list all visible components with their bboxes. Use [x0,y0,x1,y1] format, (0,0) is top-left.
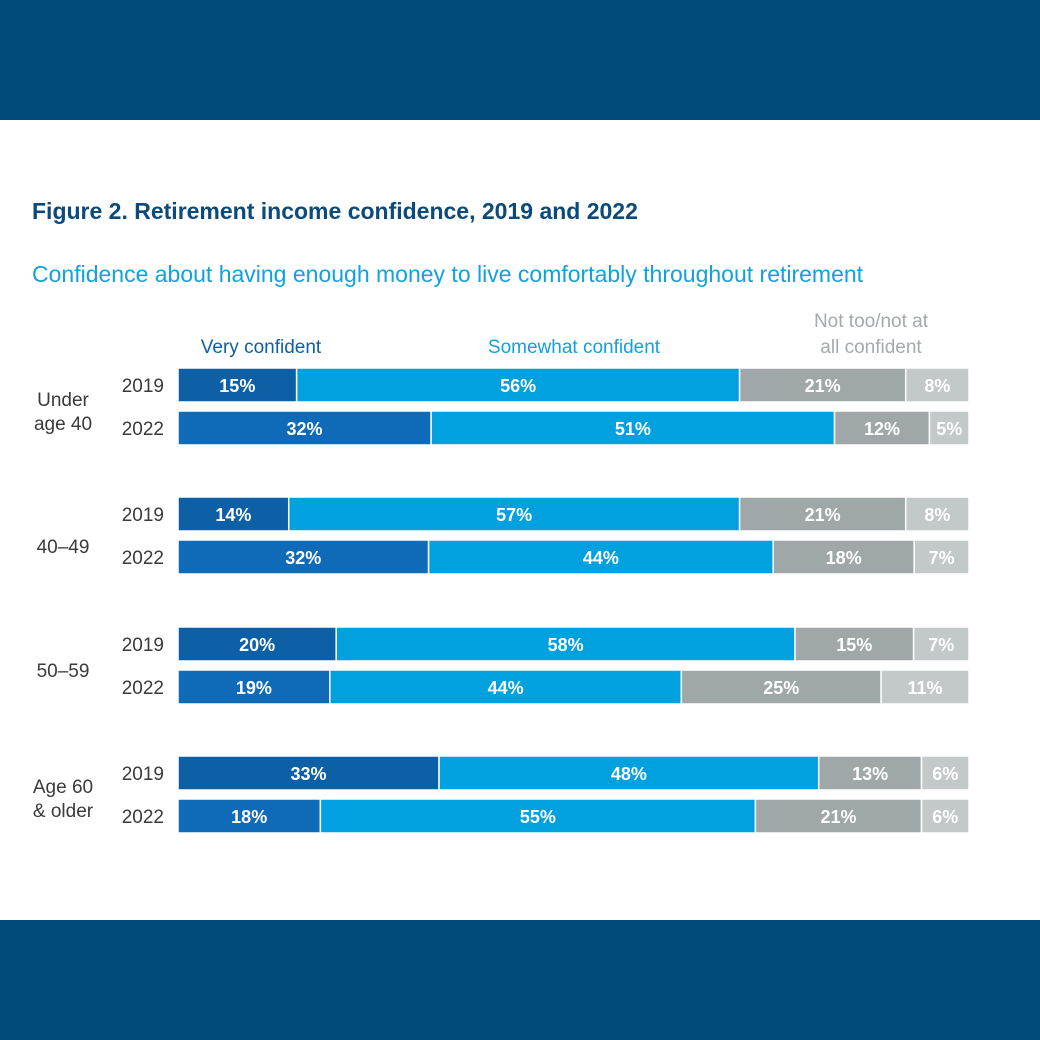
legend-somewhat-label: Somewhat confident [488,337,661,358]
data-label: 7% [929,548,955,568]
data-label: 13% [852,764,888,784]
bar-segment-very [177,410,432,446]
data-label: 8% [924,505,950,525]
bar-segment-not_too [738,496,907,532]
group-label: age 40 [34,414,92,435]
year-label: 2022 [122,419,164,440]
year-label: 2022 [122,807,164,828]
legend-very-label: Very confident [201,337,322,358]
data-label: 18% [231,807,267,827]
data-label: 18% [826,548,862,568]
group-label: 50–59 [37,661,90,682]
group-label: Age 60 [33,777,93,798]
data-label: 19% [236,678,272,698]
year-label: 2022 [122,548,164,569]
data-label: 32% [287,419,323,439]
data-label: 14% [215,505,251,525]
data-label: 15% [219,376,255,396]
group-label: 40–49 [37,537,90,558]
group-label: & older [33,801,94,822]
data-label: 48% [611,764,647,784]
bar-segment-not_too [772,539,915,575]
year-label: 2019 [122,635,164,656]
data-label: 7% [928,635,954,655]
data-label: 20% [239,635,275,655]
bar-segment-very [177,669,331,705]
bar-segment-not_at_all [913,539,970,575]
bar-segment-not_at_all [880,669,970,705]
year-label: 2019 [122,376,164,397]
bar-segment-somewhat [329,669,683,705]
data-label: 5% [936,419,962,439]
data-label: 8% [924,376,950,396]
bar-segment-not_too [680,669,882,705]
data-label: 21% [805,376,841,396]
bar-segment-not_too [817,755,923,791]
bar-segment-not_at_all [904,496,970,532]
data-label: 44% [583,548,619,568]
data-label: 32% [285,548,321,568]
year-label: 2019 [122,764,164,785]
figure-title: Figure 2. Retirement income confidence, … [32,198,638,224]
bar-segment-very [177,539,430,575]
data-label: 33% [290,764,326,784]
data-label: 51% [615,419,651,439]
bar-segment-not_at_all [912,626,970,662]
top-band [0,0,1040,120]
data-label: 44% [488,678,524,698]
group-label: Under [37,390,89,411]
data-label: 12% [864,419,900,439]
bar-segment-somewhat [438,755,820,791]
data-label: 21% [805,505,841,525]
data-label: 57% [496,505,532,525]
data-label: 11% [908,678,943,698]
bar-segment-somewhat [295,367,741,403]
bar-segment-very [177,496,290,532]
legend-not-label: Not too/not at [814,311,929,332]
bar-segment-not_at_all [920,755,970,791]
legend-not-label: all confident [820,337,922,358]
data-label: 56% [500,376,536,396]
bar-segment-somewhat [287,496,741,532]
year-label: 2019 [122,505,164,526]
bar-segment-very [177,755,440,791]
data-label: 6% [932,807,958,827]
bar-segment-very [177,626,337,662]
bar-segment-somewhat [319,798,757,834]
data-label: 6% [932,764,958,784]
data-label: 21% [820,807,856,827]
data-label: 58% [548,635,584,655]
bar-segment-not_at_all [928,410,970,446]
bar-segment-somewhat [335,626,796,662]
bottom-band [0,920,1040,1040]
bar-segment-not_too [833,410,931,446]
bar-segment-somewhat [430,410,836,446]
year-label: 2022 [122,678,164,699]
data-label: 15% [836,635,872,655]
data-label: 25% [763,678,799,698]
bar-segment-not_too [738,367,907,403]
bar-segment-not_at_all [904,367,970,403]
figure-subtitle: Confidence about having enough money to … [32,261,864,287]
bar-segment-not_at_all [920,798,970,834]
data-label: 55% [520,807,556,827]
